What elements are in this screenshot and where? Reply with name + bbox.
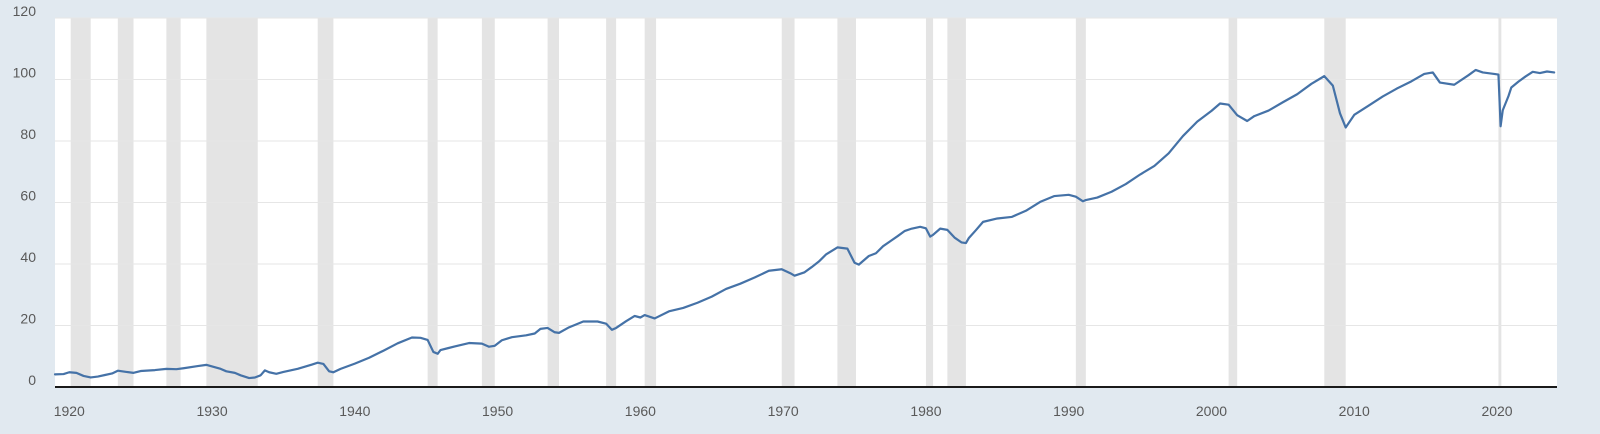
x-tick-label: 1960	[625, 403, 656, 419]
x-tick-label: 1980	[910, 403, 941, 419]
x-tick-label: 2010	[1339, 403, 1370, 419]
x-tick-label: 1930	[196, 403, 227, 419]
x-tick-label: 1920	[54, 403, 85, 419]
y-tick-label: 80	[20, 126, 36, 142]
x-tick-label: 1970	[768, 403, 799, 419]
x-tick-label: 2020	[1481, 403, 1512, 419]
y-tick-label: 100	[13, 65, 37, 81]
y-tick-label: 40	[20, 249, 36, 265]
x-tick-label: 2000	[1196, 403, 1227, 419]
y-tick-label: 0	[28, 372, 36, 388]
y-tick-label: 120	[13, 3, 37, 19]
series-layer	[53, 68, 1556, 380]
x-tick-label: 1950	[482, 403, 513, 419]
x-tick-label: 1940	[339, 403, 370, 419]
y-tick-label: 20	[20, 311, 36, 327]
x-tick-label: 1990	[1053, 403, 1084, 419]
gridlines	[55, 17, 1557, 326]
y-axis-tick-labels: 0 20 40 60 80 100 120	[13, 3, 37, 388]
y-tick-label: 60	[20, 188, 36, 204]
series-line	[53, 68, 1556, 380]
x-axis-tick-labels: 1920 1930 1940 1950 1960 1970 1980 1990 2000 2010…	[54, 403, 1513, 419]
